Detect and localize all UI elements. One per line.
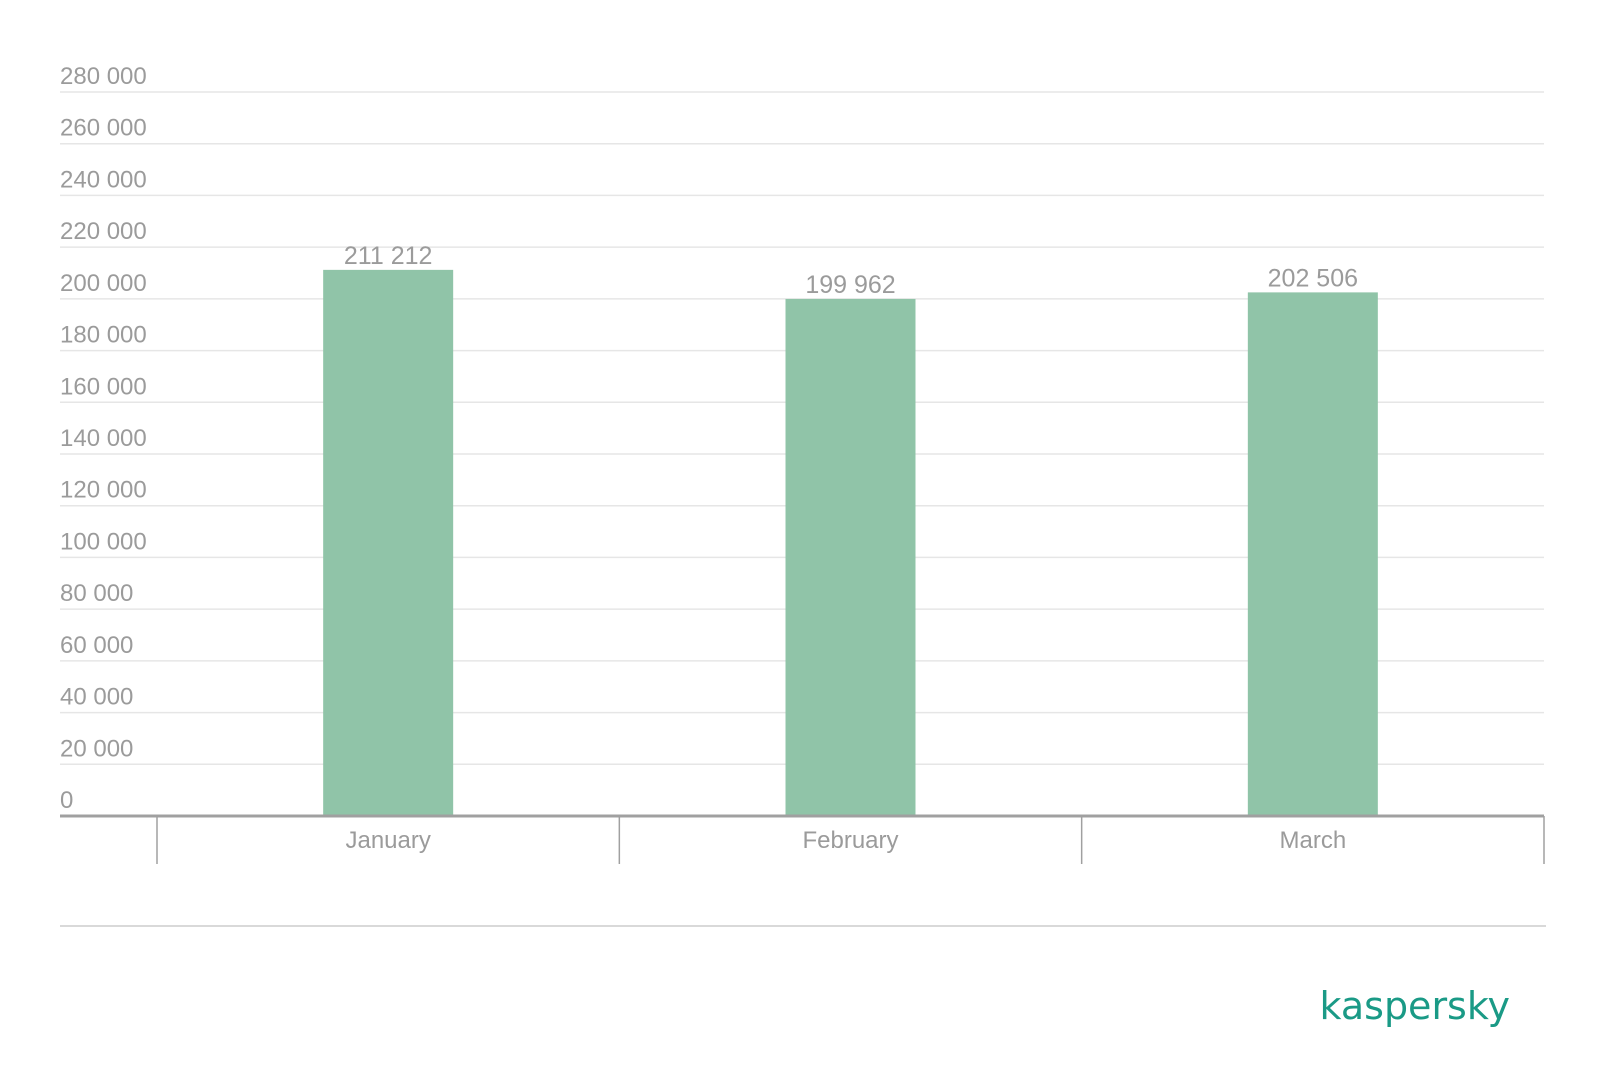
category-label-january: January: [345, 827, 430, 854]
y-tick-label: 220 000: [60, 218, 147, 245]
y-tick-label: 20 000: [60, 735, 133, 762]
y-tick-label: 100 000: [60, 528, 147, 555]
data-label-march: 202 506: [1268, 264, 1358, 292]
x-axis-category-labels: January February March: [345, 827, 1346, 854]
y-tick-label: 160 000: [60, 373, 147, 400]
y-tick-label: 240 000: [60, 166, 147, 193]
y-tick-label: 260 000: [60, 115, 147, 142]
y-tick-label: 180 000: [60, 322, 147, 349]
y-tick-label: 80 000: [60, 580, 133, 607]
y-tick-label: 0: [60, 787, 73, 814]
y-tick-label: 120 000: [60, 477, 147, 504]
category-label-february: February: [802, 827, 898, 854]
bar-march: [1247, 292, 1378, 817]
data-labels: 211 212 199 962 202 506: [344, 242, 1358, 299]
data-label-january: 211 212: [344, 242, 433, 270]
category-dividers: [156, 816, 1545, 864]
y-tick-label: 60 000: [60, 632, 133, 659]
data-label-february: 199 962: [805, 271, 895, 299]
bar-january: [323, 269, 454, 817]
y-tick-label: 280 000: [60, 63, 147, 90]
bar-february: [785, 298, 916, 816]
y-axis-tick-labels: 0 20 000 40 000 60 000 80 000 100 000 120 000 1…: [60, 63, 147, 814]
bars: [323, 269, 1378, 817]
category-label-march: March: [1279, 827, 1346, 854]
y-tick-label: 140 000: [60, 425, 147, 452]
y-tick-label: 40 000: [60, 684, 133, 711]
kaspersky-logo: kaspersky: [1320, 984, 1510, 1028]
y-tick-label: 200 000: [60, 270, 147, 297]
